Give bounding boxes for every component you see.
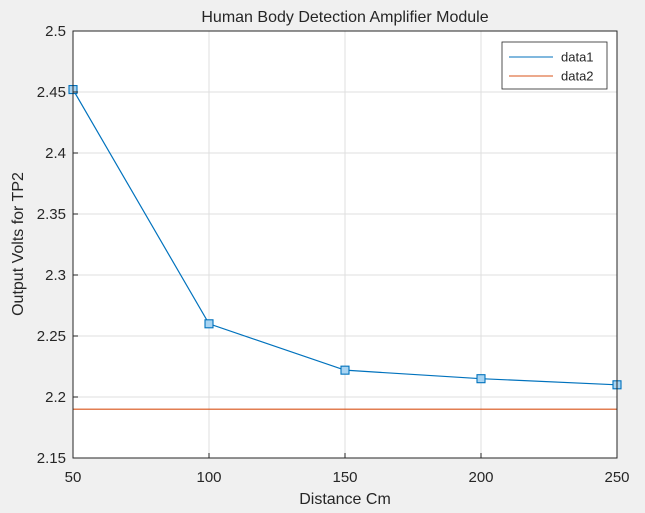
data-point-data1: [204, 319, 214, 329]
data-point-data1: [340, 365, 350, 375]
y-tick-label: 2.4: [45, 145, 66, 162]
y-tick-label: 2.2: [45, 389, 66, 406]
legend-box: [501, 41, 608, 90]
ticks: 50 100 150 200 250 2.15 2.2 2.25 2.3 2.35 2.4 2.45 2…: [37, 23, 630, 486]
x-tick-label: 100: [196, 469, 221, 486]
y-axis-label: Output Volts for TP2: [10, 172, 27, 316]
x-tick-label: 250: [604, 469, 629, 486]
x-tick-label: 150: [332, 469, 357, 486]
y-tick-label: 2.35: [37, 206, 66, 223]
y-tick-label: 2.5: [45, 23, 66, 40]
x-tick-label: 50: [65, 469, 82, 486]
x-tick-label: 200: [468, 469, 493, 486]
legend-label-data2: data2: [561, 69, 594, 84]
y-tick-label: 2.45: [37, 84, 66, 101]
legend-label-data1: data1: [561, 50, 594, 65]
y-tick-label: 2.15: [37, 450, 66, 467]
legend: data1 data2: [501, 41, 608, 90]
y-tick-label: 2.3: [45, 267, 66, 284]
chart-title: Human Body Detection Amplifier Module: [201, 9, 488, 26]
x-axis-label: Distance Cm: [299, 491, 391, 508]
y-tick-label: 2.25: [37, 328, 66, 345]
data-point-data1: [476, 374, 486, 384]
